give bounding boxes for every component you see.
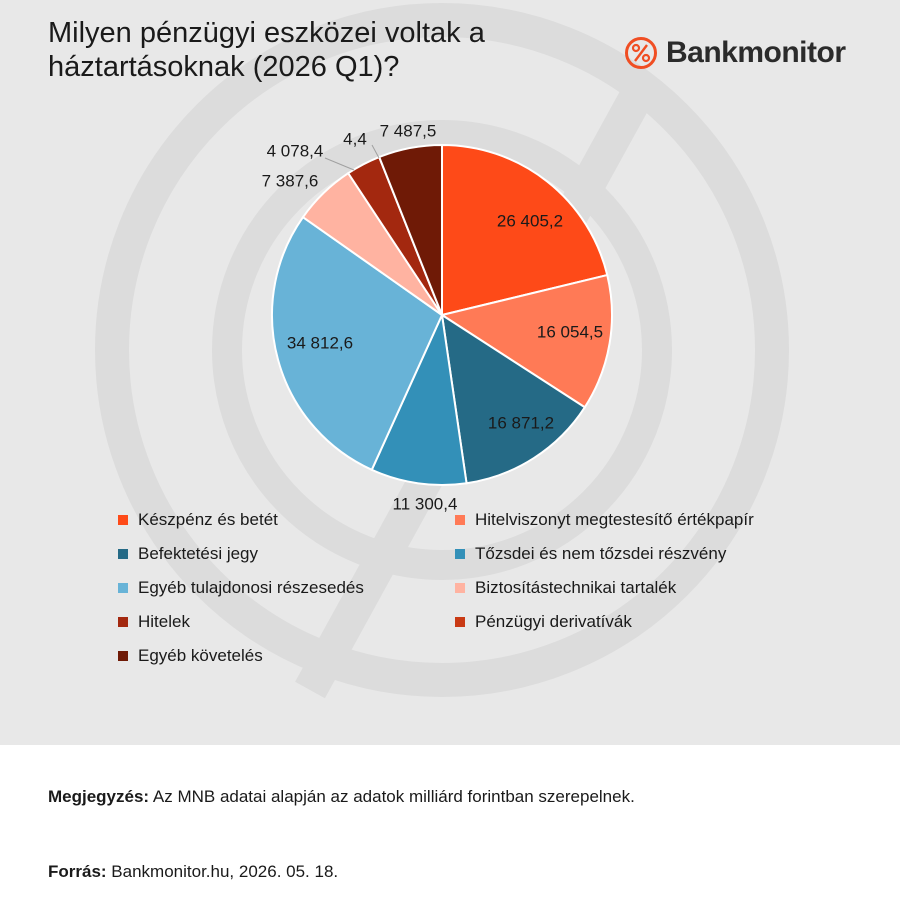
data-label-3: 16 871,2	[488, 413, 554, 432]
pie-slice-2	[439, 273, 613, 409]
leader-line-8	[371, 144, 380, 159]
data-label-2: 16 054,5	[537, 322, 603, 341]
chart-title: Milyen pénzügyi eszközei voltak a háztar…	[48, 17, 485, 83]
source-label: Forrás:	[48, 862, 107, 881]
legend-label: Hitelek	[138, 612, 190, 631]
data-label-1: 26 405,2	[497, 211, 563, 230]
legend-item: Egyéb követelés	[118, 646, 263, 666]
leader-line-7	[324, 157, 355, 171]
legend-item: Hitelek	[118, 612, 190, 632]
footer-note: Megjegyzés: Az MNB adatai alapján az ada…	[48, 787, 635, 807]
data-label-6: 7 387,6	[262, 171, 319, 190]
footer-source: Forrás: Bankmonitor.hu, 2026. 05. 18.	[48, 862, 338, 882]
pie-chart: 26 405,2 16 054,5 16 871,2 11 300,4 34 812,6…	[262, 121, 613, 513]
data-label-7: 4 078,4	[267, 141, 324, 160]
legend-swatch	[118, 617, 128, 627]
data-label-5: 34 812,6	[287, 333, 353, 352]
legend-item: Tőzsdei és nem tőzsdei részvény	[455, 544, 726, 564]
legend-label: Készpénz és betét	[138, 510, 278, 529]
legend-label: Tőzsdei és nem tőzsdei részvény	[475, 544, 727, 563]
data-label-8: 4,4	[343, 129, 367, 148]
legend-swatch	[118, 651, 128, 661]
legend-swatch	[118, 549, 128, 559]
legend-swatch	[118, 583, 128, 593]
source-text: Bankmonitor.hu, 2026. 05. 18.	[106, 862, 339, 881]
percent-icon	[625, 37, 657, 69]
pie-slice-4	[370, 311, 468, 486]
pie-slice-5	[271, 215, 444, 472]
legend-label: Befektetési jegy	[138, 544, 259, 563]
legend-item: Befektetési jegy	[118, 544, 258, 564]
legend-label: Pénzügyi derivatívák	[475, 612, 632, 631]
legend-swatch	[118, 515, 128, 525]
legend-swatch	[455, 617, 465, 627]
legend-item: Hitelviszonyt megtestesítő értékpapír	[455, 510, 754, 530]
note-label: Megjegyzés:	[48, 787, 150, 806]
brand-logo: Bankmonitor	[624, 36, 846, 70]
brand-name: Bankmonitor	[666, 36, 846, 69]
legend-item: Egyéb tulajdonosi részesedés	[118, 578, 364, 598]
pie-slice-9	[377, 143, 443, 316]
legend-item: Biztosítástechnikai tartalék	[455, 578, 676, 598]
legend-item: Pénzügyi derivatívák	[455, 612, 632, 632]
legend-label: Biztosítástechnikai tartalék	[475, 578, 677, 597]
chart-panel: Milyen pénzügyi eszközei voltak a háztar…	[0, 0, 900, 745]
legend-swatch	[455, 515, 465, 525]
legend-swatch	[455, 583, 465, 593]
data-label-9: 7 487,5	[380, 121, 437, 140]
legend-label: Hitelviszonyt megtestesítő értékpapír	[475, 510, 754, 529]
legend-label: Egyéb tulajdonosi részesedés	[138, 578, 364, 597]
legend-label: Egyéb követelés	[138, 646, 263, 665]
data-label-4: 11 300,4	[393, 494, 458, 513]
pie-slice-3	[440, 312, 587, 485]
pie-slice-1	[441, 143, 609, 317]
note-text: Az MNB adatai alapján az adatok milliárd…	[149, 787, 635, 806]
legend-swatch	[455, 549, 465, 559]
legend-item: Készpénz és betét	[118, 510, 278, 530]
